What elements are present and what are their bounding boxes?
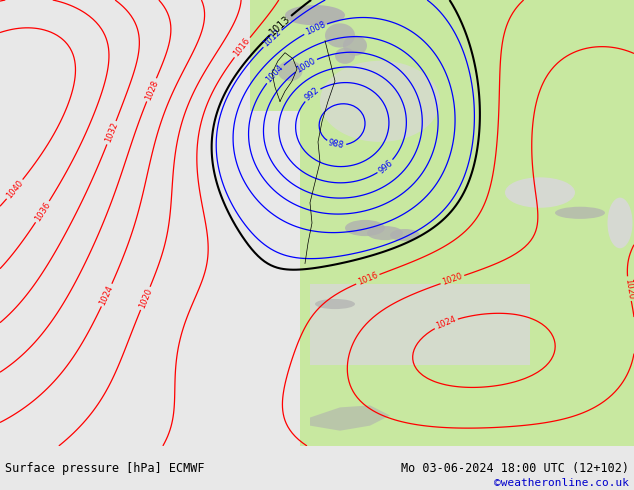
Text: 1036: 1036	[33, 200, 52, 223]
Text: Surface pressure [hPa] ECMWF: Surface pressure [hPa] ECMWF	[5, 462, 205, 475]
Text: 1020: 1020	[137, 287, 153, 310]
Ellipse shape	[278, 61, 302, 81]
Ellipse shape	[315, 299, 355, 309]
Text: 1020: 1020	[441, 272, 464, 287]
Text: 996: 996	[377, 158, 394, 175]
FancyBboxPatch shape	[300, 0, 634, 446]
Polygon shape	[265, 66, 295, 101]
Text: 1020: 1020	[623, 278, 634, 300]
Text: ©weatheronline.co.uk: ©weatheronline.co.uk	[494, 478, 629, 488]
Ellipse shape	[320, 61, 440, 142]
Text: 1028: 1028	[143, 78, 160, 101]
Ellipse shape	[505, 177, 575, 208]
Ellipse shape	[607, 197, 633, 248]
Ellipse shape	[325, 24, 355, 48]
Polygon shape	[310, 405, 390, 431]
FancyBboxPatch shape	[310, 284, 530, 365]
Text: 992: 992	[303, 86, 321, 103]
Text: 1024: 1024	[435, 315, 458, 331]
Ellipse shape	[252, 80, 272, 98]
Text: 1024: 1024	[98, 284, 115, 307]
Text: 1008: 1008	[304, 20, 327, 37]
Ellipse shape	[367, 226, 403, 240]
Text: 1012: 1012	[262, 28, 283, 49]
Text: Mo 03-06-2024 18:00 UTC (12+102): Mo 03-06-2024 18:00 UTC (12+102)	[401, 462, 629, 475]
Text: 1004: 1004	[264, 63, 285, 84]
Text: 1040: 1040	[4, 178, 25, 200]
Text: 1016: 1016	[356, 271, 379, 287]
Ellipse shape	[285, 5, 345, 25]
FancyBboxPatch shape	[250, 0, 450, 112]
Text: 1016: 1016	[232, 36, 252, 58]
Ellipse shape	[335, 48, 355, 64]
Ellipse shape	[555, 207, 605, 219]
Text: 1032: 1032	[103, 121, 120, 144]
Text: 1000: 1000	[295, 56, 317, 74]
Ellipse shape	[345, 220, 385, 236]
Ellipse shape	[390, 229, 420, 241]
Text: 988: 988	[328, 138, 345, 150]
Text: 1013: 1013	[268, 13, 293, 37]
Ellipse shape	[343, 35, 367, 56]
